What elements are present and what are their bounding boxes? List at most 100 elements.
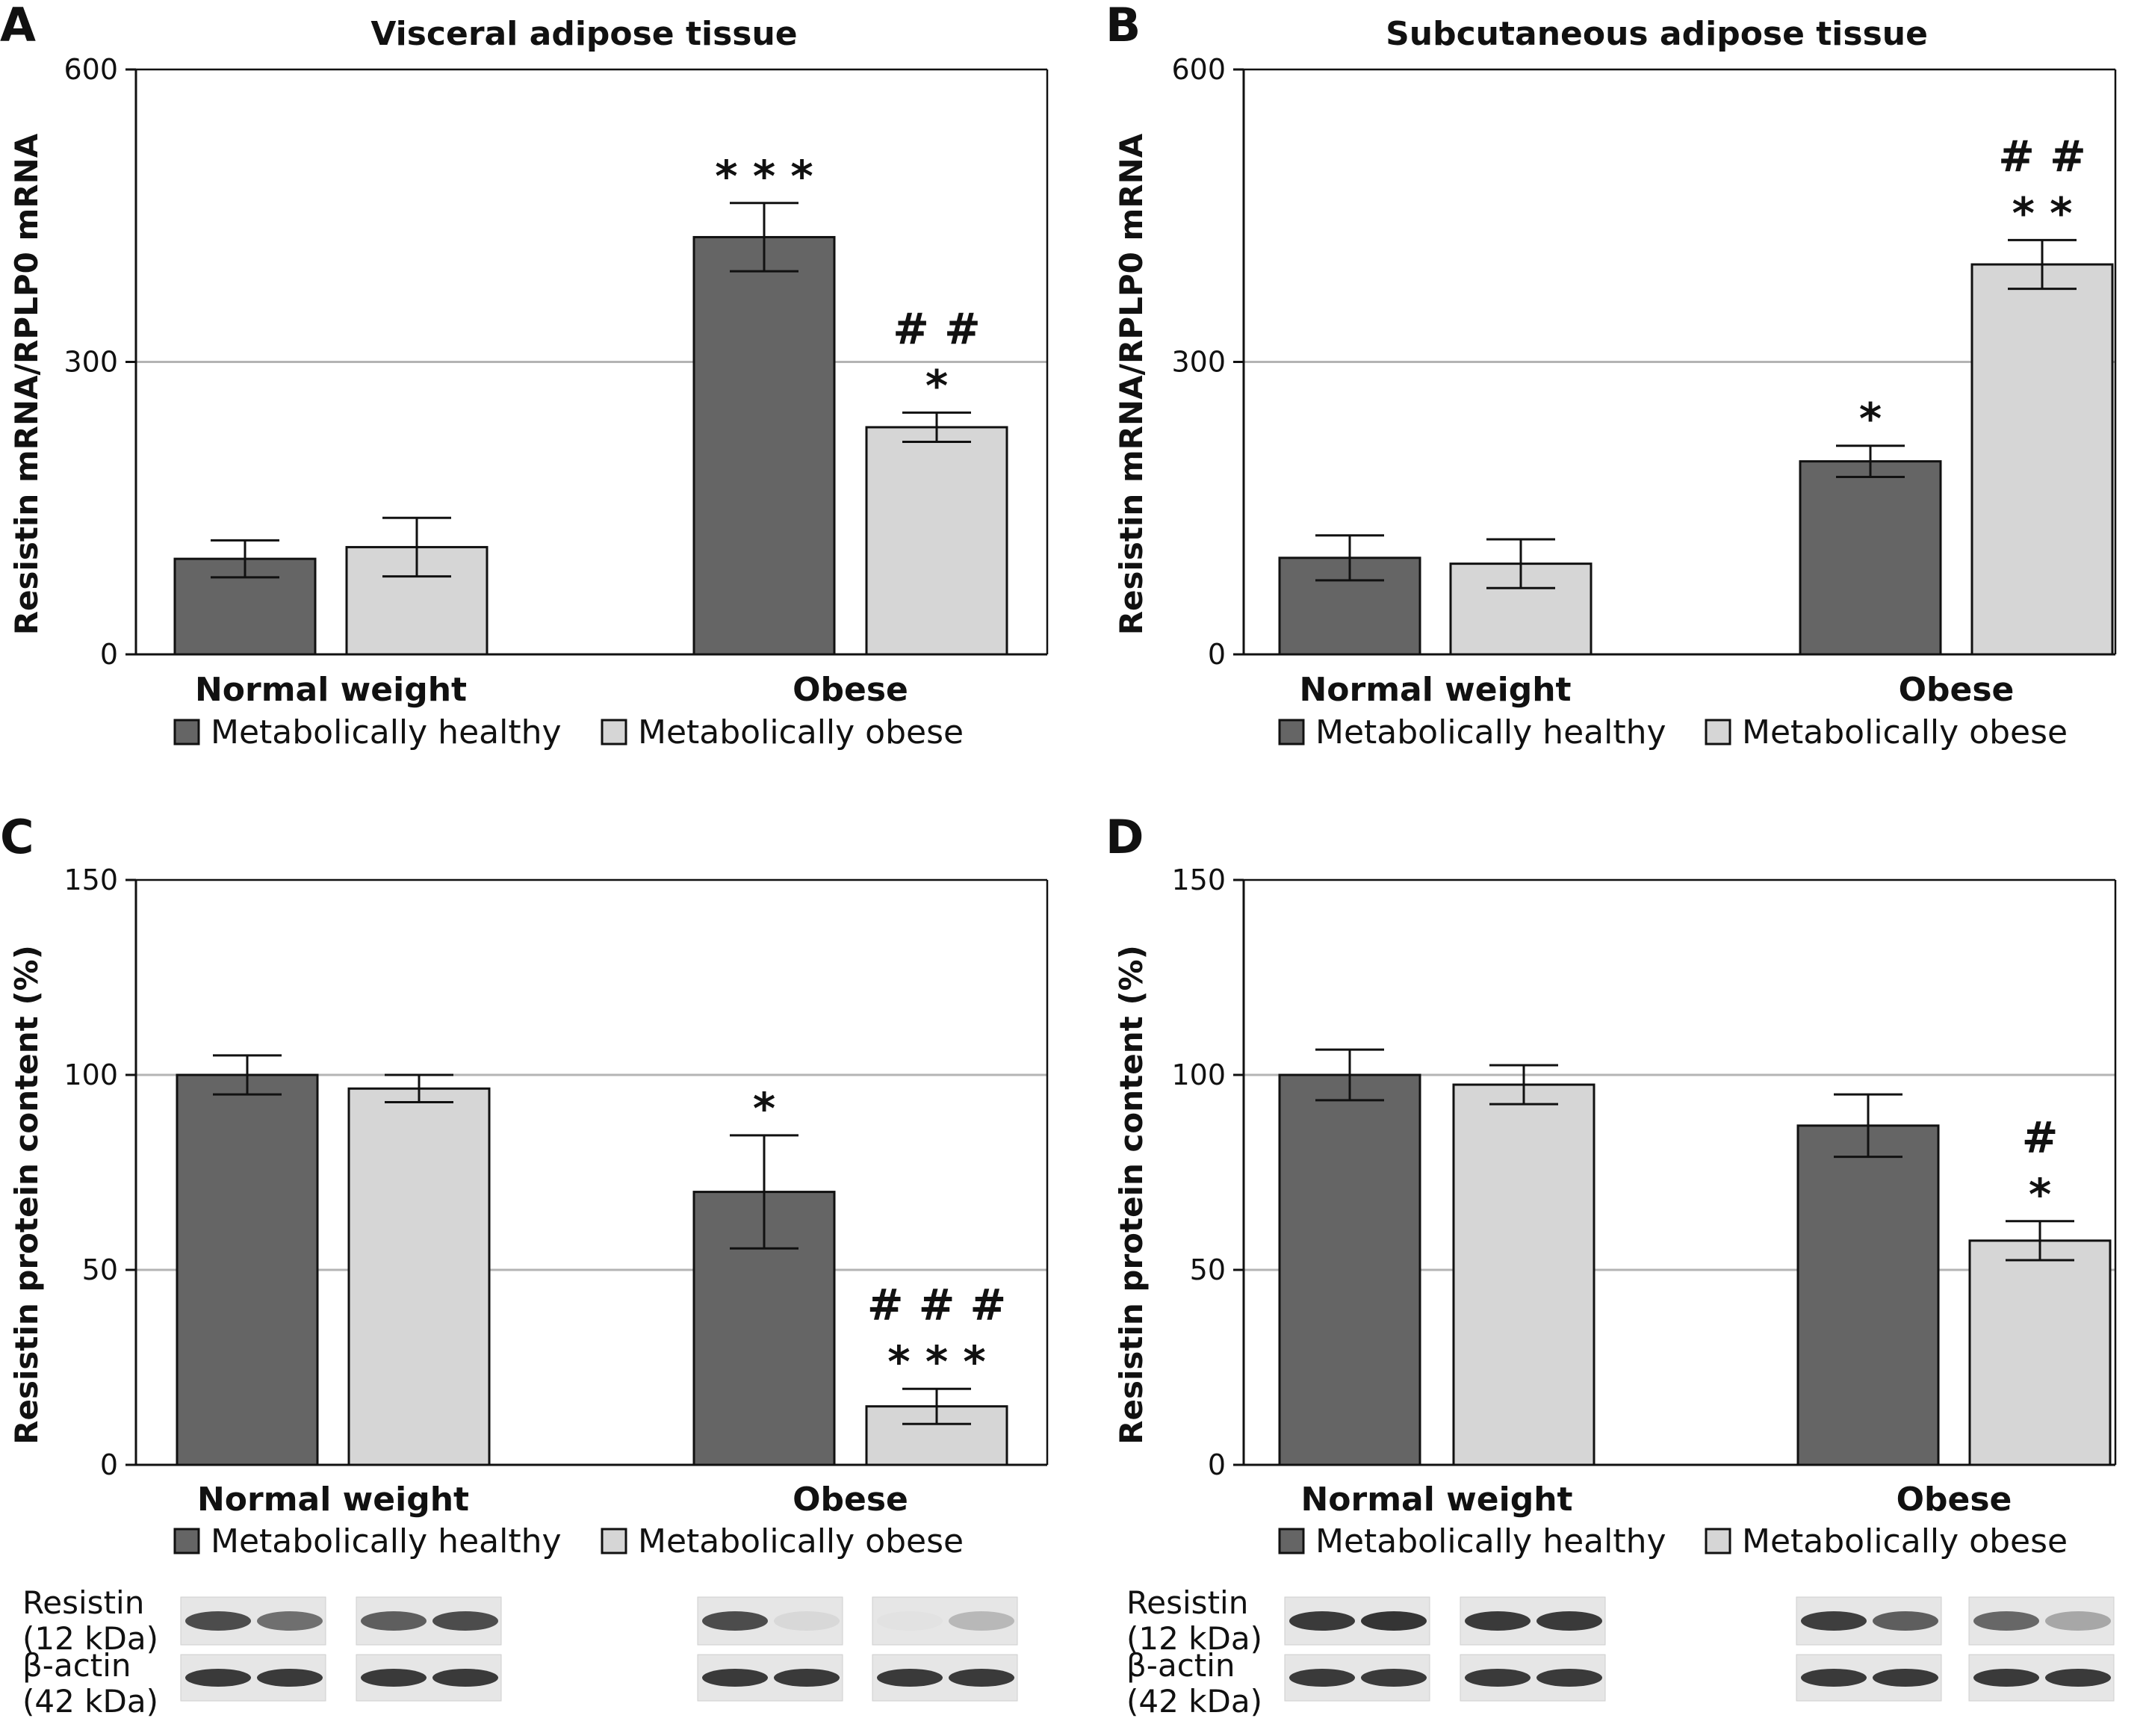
y-tick-label: 0 <box>100 1448 118 1481</box>
bar-healthy-0 <box>1278 1073 1421 1466</box>
legend-swatch-obese <box>601 1528 627 1554</box>
legend-swatch-healthy <box>173 719 200 745</box>
legend-swatch-obese <box>1705 719 1731 745</box>
resistin-band <box>877 1611 943 1631</box>
legend-swatch-healthy <box>173 1528 200 1554</box>
resistin-blot-label: (12 kDa) <box>1126 1620 1262 1657</box>
y-axis-label: Resistin mRNA/RPLP0 mRNA <box>8 133 45 635</box>
chart-panel-d: D 0 50 100 150 Resistin protein content (%) * #… <box>1105 810 2117 1560</box>
resistin-band <box>702 1611 768 1631</box>
category-label: Obese <box>793 671 908 709</box>
y-tick-label: 100 <box>63 1058 118 1091</box>
bar-obese-1 <box>1970 263 2114 656</box>
significance-mark: # # # <box>867 1280 1006 1330</box>
category-label: Obese <box>1897 1481 2012 1519</box>
category-label: Normal weight <box>197 1481 469 1519</box>
actin-band <box>949 1669 1014 1687</box>
significance-mark: # <box>2022 1112 2059 1163</box>
actin-band <box>1801 1669 1867 1687</box>
y-tick-label: 100 <box>1171 1058 1226 1091</box>
resistin-band <box>1536 1611 1602 1631</box>
category-label: Obese <box>793 1481 908 1519</box>
chart-title: Visceral adipose tissue <box>370 15 797 53</box>
resistin-band <box>1289 1611 1355 1631</box>
legend-label-healthy: Metabolically healthy <box>1315 713 1666 751</box>
significance-mark: * * * <box>715 151 813 202</box>
significance-mark: * <box>2029 1169 2051 1220</box>
actin-blot-label: β-actin <box>1126 1647 1235 1684</box>
y-tick-label: 300 <box>63 346 118 379</box>
actin-band <box>1289 1669 1355 1687</box>
legend-label-obese: Metabolically obese <box>1742 1522 2068 1560</box>
resistin-blot-label: (12 kDa) <box>22 1620 158 1657</box>
western-blot-d: Resistin(12 kDa)β-actin(42 kDa) <box>1126 1584 2115 1720</box>
resistin-blot-strip <box>872 1596 1018 1646</box>
resistin-blot-label: Resistin <box>22 1584 144 1621</box>
chart-title: Subcutaneous adipose tissue <box>1386 15 1928 53</box>
y-tick-label: 50 <box>1190 1253 1226 1286</box>
y-tick-label: 0 <box>100 638 118 671</box>
actin-band <box>702 1669 768 1687</box>
resistin-band <box>1801 1611 1867 1631</box>
actin-band <box>185 1669 251 1687</box>
panel-letter: B <box>1105 0 1141 52</box>
resistin-band <box>1973 1611 2039 1631</box>
actin-band <box>774 1669 840 1687</box>
resistin-band <box>361 1611 427 1631</box>
bar-obese-1 <box>1968 1239 2112 1466</box>
significance-mark: * <box>1859 394 1882 444</box>
y-tick-label: 50 <box>82 1253 118 1286</box>
actin-band <box>361 1669 427 1687</box>
legend-label-healthy: Metabolically healthy <box>1315 1522 1666 1560</box>
bar-obese-0 <box>1452 1083 1595 1466</box>
actin-band <box>1361 1669 1427 1687</box>
panel-letter: C <box>0 810 34 864</box>
resistin-band <box>257 1611 323 1631</box>
legend-swatch-obese <box>1705 1528 1731 1554</box>
legend-label-healthy: Metabolically healthy <box>211 1522 562 1560</box>
y-axis-label: Resistin protein content (%) <box>1113 945 1150 1445</box>
bar-healthy-1 <box>1799 460 1942 656</box>
panel-letter: A <box>0 0 36 52</box>
bar-healthy-1 <box>1796 1124 1940 1466</box>
bar-healthy-1 <box>692 235 836 656</box>
actin-band <box>877 1669 943 1687</box>
y-tick-label: 0 <box>1208 1448 1226 1481</box>
resistin-blot-label: Resistin <box>1126 1584 1248 1621</box>
y-tick-label: 300 <box>1171 346 1226 379</box>
chart-panel-c: C 0 50 100 150 Resistin protein content (%) * *… <box>0 810 1049 1560</box>
actin-band <box>1536 1669 1602 1687</box>
western-blot-c: Resistin(12 kDa)β-actin(42 kDa) <box>22 1584 1018 1720</box>
actin-blot-label: (42 kDa) <box>22 1683 158 1720</box>
significance-mark: * * * <box>887 1336 985 1387</box>
actin-band <box>1873 1669 1938 1687</box>
resistin-band <box>2045 1611 2111 1631</box>
y-tick-label: 0 <box>1208 638 1226 671</box>
significance-mark: * <box>925 360 948 411</box>
y-axis-label: Resistin mRNA/RPLP0 mRNA <box>1113 133 1150 635</box>
category-label: Normal weight <box>1300 1481 1572 1519</box>
actin-blot-label: β-actin <box>22 1647 131 1684</box>
panel-letter: D <box>1105 810 1144 864</box>
category-label: Obese <box>1899 671 2015 709</box>
legend-label-healthy: Metabolically healthy <box>211 713 562 751</box>
resistin-band <box>1361 1611 1427 1631</box>
legend-swatch-obese <box>601 719 627 745</box>
chart-panel-b: B Subcutaneous adipose tissue 0 300 600 Resis… <box>1105 0 2117 751</box>
resistin-band <box>1465 1611 1531 1631</box>
actin-band <box>2045 1669 2111 1687</box>
y-tick-label: 150 <box>1171 864 1226 896</box>
legend-swatch-healthy <box>1278 719 1305 745</box>
y-tick-label: 600 <box>1171 53 1226 86</box>
actin-band <box>432 1669 498 1687</box>
y-tick-label: 150 <box>63 864 118 896</box>
legend-label-obese: Metabolically obese <box>1742 713 2068 751</box>
y-tick-label: 600 <box>63 53 118 86</box>
actin-band <box>1973 1669 2039 1687</box>
resistin-band <box>1873 1611 1938 1631</box>
category-label: Normal weight <box>195 671 467 709</box>
resistin-band <box>432 1611 498 1631</box>
significance-mark: # # <box>1998 131 2085 182</box>
bar-obese-1 <box>865 426 1008 656</box>
